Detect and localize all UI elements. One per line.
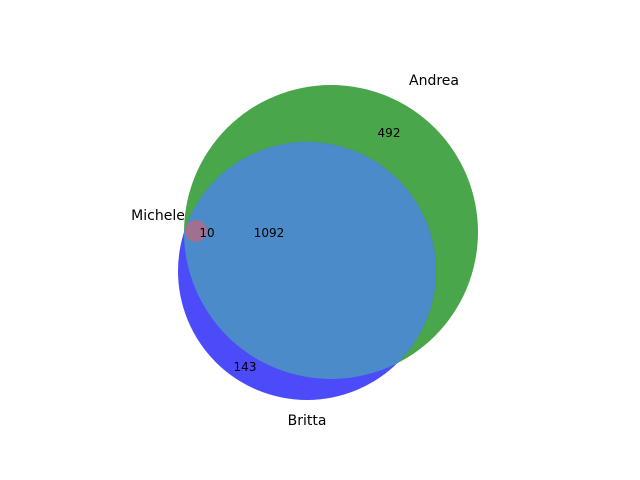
count-andrea-only: 492 (378, 126, 401, 140)
set-label-andrea: Andrea (409, 73, 459, 89)
count-all-three: 10 (199, 226, 214, 240)
set-label-michele: Michele (131, 208, 185, 224)
michele-circle (185, 220, 207, 242)
count-britta-only: 143 (234, 360, 257, 374)
set-label-britta: Britta (288, 413, 327, 429)
count-andrea-britta: 1092 (254, 226, 285, 240)
